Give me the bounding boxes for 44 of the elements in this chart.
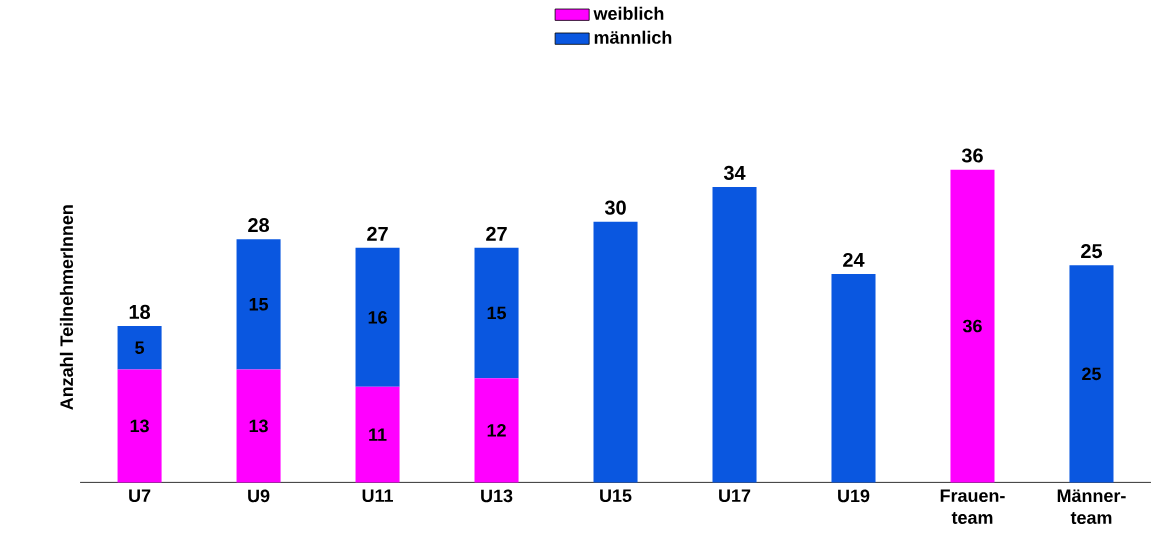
bar bbox=[355, 247, 400, 387]
legend-label: männlich bbox=[594, 30, 672, 44]
data-label: 5 bbox=[135, 341, 145, 354]
total-label: 25 bbox=[1081, 243, 1103, 258]
bar bbox=[117, 369, 162, 483]
x-tick-label: U9 bbox=[248, 489, 270, 502]
x-tick-label: U13 bbox=[481, 489, 513, 502]
total-label: 27 bbox=[486, 226, 507, 241]
data-label: 13 bbox=[249, 419, 268, 433]
bar bbox=[474, 377, 519, 483]
data-label: 25 bbox=[1082, 367, 1101, 380]
bar bbox=[1069, 264, 1114, 483]
data-label: 16 bbox=[368, 310, 387, 324]
bar bbox=[236, 238, 281, 370]
total-label: 18 bbox=[129, 304, 151, 319]
x-tick-label: Männer-team bbox=[1057, 489, 1126, 524]
y-axis-title: Anzahl TeilnehmerInnen bbox=[59, 205, 74, 410]
bar bbox=[474, 247, 519, 378]
bar bbox=[712, 186, 757, 483]
data-label: 11 bbox=[369, 428, 387, 441]
total-label: 34 bbox=[723, 165, 746, 180]
data-label: 12 bbox=[487, 423, 506, 437]
total-label: 28 bbox=[248, 217, 270, 232]
data-label: 36 bbox=[962, 319, 982, 333]
legend-label: weiblich bbox=[593, 6, 664, 20]
total-label: 30 bbox=[604, 200, 626, 215]
data-label: 15 bbox=[487, 306, 507, 320]
bar bbox=[117, 325, 162, 370]
x-tick-label: U19 bbox=[838, 489, 870, 502]
x-tick-label: U17 bbox=[719, 489, 751, 502]
x-tick-label: U7 bbox=[129, 489, 151, 502]
bar bbox=[236, 369, 281, 483]
data-label: 15 bbox=[249, 297, 269, 311]
x-tick-label: Frauen-team bbox=[940, 489, 1005, 524]
total-label: 27 bbox=[367, 226, 388, 241]
x-tick-label: U15 bbox=[600, 489, 632, 502]
bar bbox=[950, 169, 995, 483]
x-tick-label: U11 bbox=[362, 489, 393, 502]
total-label: 24 bbox=[843, 252, 865, 267]
total-label: 36 bbox=[961, 148, 983, 163]
data-label: 13 bbox=[130, 419, 149, 433]
bar bbox=[831, 273, 876, 483]
bar bbox=[593, 221, 638, 483]
bar bbox=[355, 386, 400, 483]
